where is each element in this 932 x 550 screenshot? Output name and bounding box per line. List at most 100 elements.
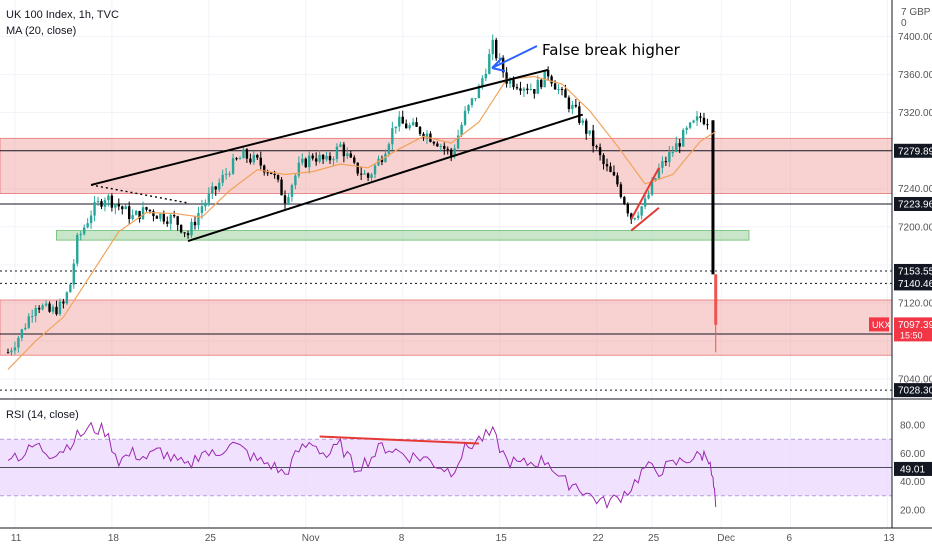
channel-trendline (90, 68, 549, 186)
candle-body (366, 173, 370, 178)
candle-body (58, 301, 62, 315)
price-tick-label: 7120.00 (898, 298, 932, 309)
candle-body (408, 125, 411, 129)
candle-body (439, 145, 443, 147)
candle-body (508, 79, 512, 84)
candle-body (89, 215, 93, 224)
candle-body (51, 306, 55, 312)
candle-body (436, 143, 439, 147)
candle-body (640, 206, 643, 216)
candle-body (636, 215, 640, 219)
candle-body (110, 195, 114, 208)
candle-body (308, 155, 311, 168)
candle-body (37, 307, 41, 310)
candle-body (224, 173, 228, 175)
candle-body (526, 88, 529, 90)
candle-body (287, 196, 290, 204)
candle-body (529, 89, 533, 91)
candle-body (387, 144, 391, 154)
candle-body (20, 329, 24, 338)
candle-body (179, 224, 183, 233)
candle-body (488, 54, 491, 74)
candle-body (657, 167, 661, 179)
candle-body (335, 146, 339, 160)
countdown-label: 15:50 (900, 330, 923, 340)
red-zone (0, 299, 893, 356)
candle-body (602, 155, 605, 165)
symbol-badge-bg (869, 317, 889, 332)
candle-body (304, 158, 307, 168)
candle-body (557, 88, 560, 90)
price-tick-label: 7240.00 (898, 184, 932, 195)
candle-body (263, 165, 266, 173)
candle-body (228, 173, 231, 175)
candle-body (86, 223, 89, 228)
price-tick-label: 7360.00 (898, 70, 932, 81)
candle-body (166, 221, 169, 224)
candle-body (294, 175, 297, 186)
candle-body (588, 130, 591, 134)
time-tick-label: 15 (496, 533, 508, 544)
candle-body (650, 180, 654, 195)
candle-body (44, 303, 48, 306)
ma-line (7, 75, 717, 370)
candle-body (76, 234, 79, 264)
candle-body (152, 211, 155, 217)
candle-body (605, 164, 609, 167)
candle-body (453, 148, 456, 156)
candle-body (259, 157, 262, 166)
candle-body (127, 206, 131, 220)
time-tick-label: 8 (399, 533, 405, 544)
candle-body (114, 204, 117, 208)
level-label: 7279.89 (898, 146, 932, 157)
candle-body (79, 233, 82, 235)
candle-body (339, 144, 342, 147)
candle-body (598, 147, 602, 156)
candle-body (207, 193, 211, 203)
rsi-tick-label: 60.00 (900, 449, 925, 460)
candle-body (671, 152, 674, 154)
time-tick-label: 18 (108, 533, 120, 544)
time-tick-label: 13 (883, 533, 895, 544)
level-label-bg (894, 276, 932, 291)
candle-body (543, 70, 546, 88)
candle-body (425, 133, 429, 138)
candle-body (159, 213, 162, 219)
candle-body (585, 120, 588, 134)
candle-body (391, 128, 394, 145)
candle-body (252, 155, 256, 163)
annotation-text: False break higher (542, 41, 680, 59)
candle-body (325, 155, 328, 160)
currency-label: 7 GBP 0 (901, 7, 931, 29)
candle-body (377, 158, 380, 166)
candle-body (34, 307, 37, 317)
price-tick-label: 7200.00 (898, 222, 932, 233)
candle-body (17, 337, 20, 348)
price-tick-label: 7320.00 (898, 108, 932, 119)
candle-body (536, 79, 539, 94)
candle-body (626, 204, 629, 214)
candle-body (668, 152, 671, 163)
candle-body (363, 173, 366, 175)
candle-body (121, 206, 124, 210)
candle-body (630, 213, 633, 220)
candle-body (491, 39, 494, 55)
candle-body (647, 194, 650, 199)
level-label: 7223.96 (898, 199, 932, 210)
candle-body (276, 175, 280, 180)
candle-body (221, 174, 224, 183)
candle-body (373, 165, 377, 175)
candle-body (13, 347, 17, 351)
candle-body (242, 149, 245, 159)
candle-body (24, 327, 27, 330)
red-trendline (630, 206, 660, 232)
ma-legend: MA (20, close) (6, 25, 77, 37)
time-tick-label: Dec (717, 533, 735, 544)
time-tick-label: Nov (302, 533, 320, 544)
candle-body (456, 135, 460, 149)
candle-body (550, 76, 553, 84)
candle-body (706, 124, 709, 126)
candle-body (422, 133, 425, 138)
